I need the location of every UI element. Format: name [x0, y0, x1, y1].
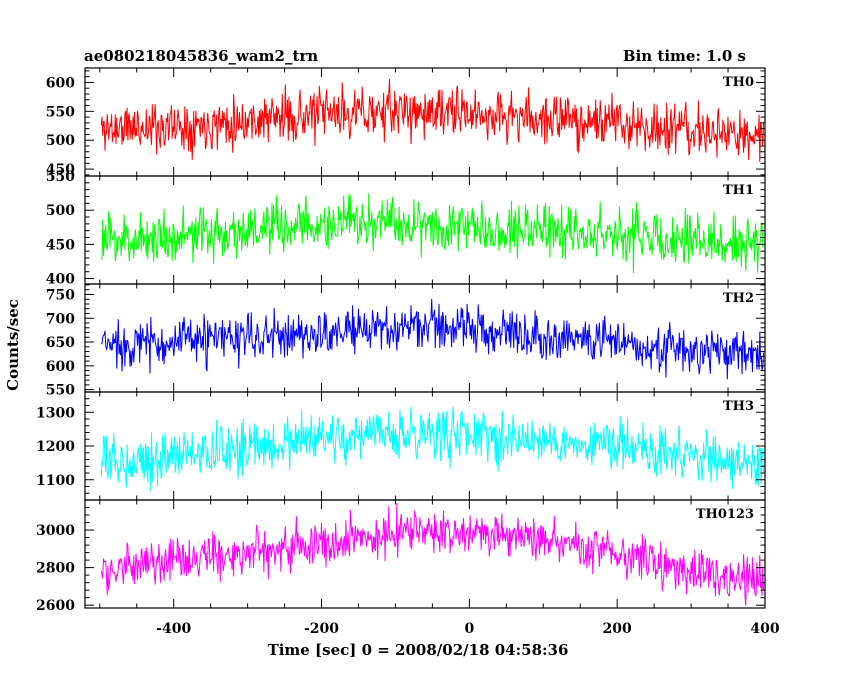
x-tick-label: -400: [156, 621, 191, 637]
series-line-th0: [100, 79, 764, 162]
y-tick-label: 550: [46, 169, 75, 185]
panel-th3: 1100 1200 1300 TH3: [36, 391, 766, 501]
y-tick-label: 600: [46, 359, 75, 375]
x-tick-label: 400: [750, 621, 779, 637]
panel-label-th0123: TH0123: [696, 507, 754, 522]
panel-th1: 400 450 500 550 TH1: [46, 169, 766, 288]
panel-th2: 550 600 650 700 750 TH2: [46, 283, 766, 399]
y-tick-label: 2600: [36, 598, 75, 614]
y-tick-label: 3000: [36, 523, 75, 539]
x-axis: -400 -200 0 200 400: [156, 621, 780, 637]
series-line-th0123: [100, 502, 764, 606]
y-tick-label: 700: [46, 311, 75, 327]
y-tick-label: 2800: [36, 561, 75, 577]
bin-time-label: Bin time: 1.0 s: [623, 47, 746, 65]
y-tick-label: 1200: [36, 439, 75, 455]
x-tick-label: 0: [464, 621, 474, 637]
panel-label-th2: TH2: [723, 291, 754, 306]
panel-frame: [84, 499, 766, 609]
x-tick-label: -200: [304, 621, 339, 637]
y-tick-label: 400: [46, 272, 75, 288]
y-tick-label: 750: [46, 287, 75, 303]
panels-group: 450 500 550 600 TH0 400 450 500 550 TH1 550 600 650 7…: [36, 67, 766, 614]
panel-th0123: 2600 2800 3000 TH0123: [36, 499, 766, 614]
y-tick-label: 450: [46, 162, 75, 178]
series-line-th1: [100, 193, 764, 274]
y-tick-label: 500: [46, 133, 75, 149]
y-tick-label: 600: [46, 75, 75, 91]
x-axis-title: Time [sec] 0 = 2008/02/18 04:58:36: [268, 641, 569, 659]
y-tick-label: 550: [46, 104, 75, 120]
panel-th0: 450 500 550 600 TH0: [46, 67, 766, 178]
panel-label-th0: TH0: [723, 75, 754, 90]
y-tick-label: 650: [46, 335, 75, 351]
y-tick-label: 550: [46, 383, 75, 399]
y-tick-label: 1300: [36, 405, 75, 421]
y-tick-label: 450: [46, 237, 75, 253]
series-line-th3: [100, 406, 764, 492]
panel-label-th1: TH1: [723, 183, 754, 198]
y-tick-label: 500: [46, 203, 75, 219]
x-tick-label: 200: [603, 621, 632, 637]
y-tick-label: 1100: [36, 473, 75, 489]
chart-title: ae080218045836_wam2_trn: [84, 47, 318, 65]
panel-label-th3: TH3: [723, 399, 754, 414]
y-axis-title: Counts/sec: [4, 299, 22, 391]
series-line-th2: [101, 298, 764, 380]
